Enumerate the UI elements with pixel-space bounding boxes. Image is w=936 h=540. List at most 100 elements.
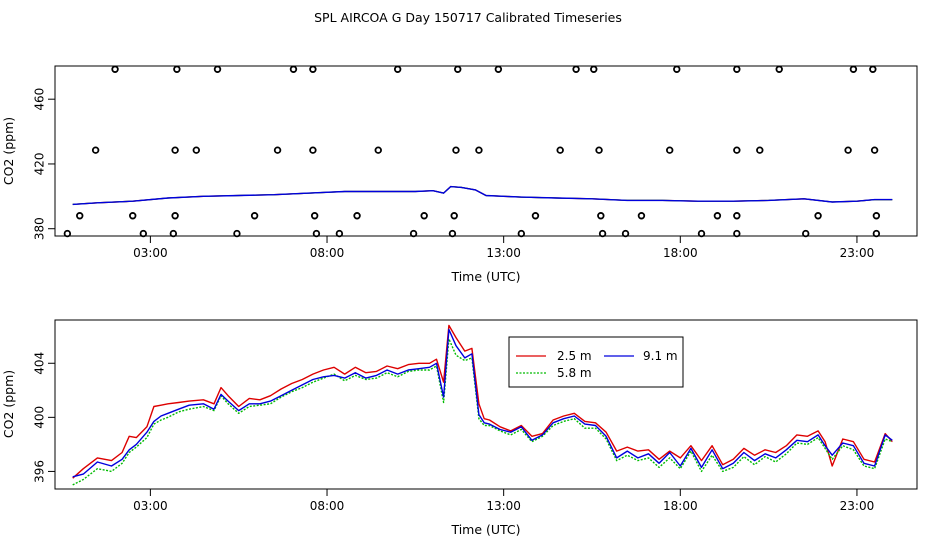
series-9-1m <box>72 328 893 478</box>
bottom-series-lines <box>72 324 893 486</box>
outlier-point <box>572 65 580 73</box>
outlier-point <box>309 146 317 154</box>
outlier-point <box>169 229 178 238</box>
outlier-point <box>844 146 852 154</box>
top-x-tick-label: 08:00 <box>310 246 345 260</box>
outlier-point <box>353 212 361 220</box>
outlier-point <box>590 65 598 73</box>
outlier-point <box>598 229 607 238</box>
bottom-x-tick-label: 13:00 <box>486 499 521 513</box>
outlier-point <box>666 146 674 154</box>
bottom-y-tick-label: 396 <box>33 460 47 483</box>
outlier-point <box>139 229 148 238</box>
outlier-point <box>393 65 402 73</box>
outlier-point <box>273 146 282 154</box>
top-series-2-5m <box>72 185 893 206</box>
outlier-point <box>597 212 605 220</box>
top-x-tick-label: 18:00 <box>663 246 698 260</box>
top-y-axis-label: CO2 (ppm) <box>1 117 16 185</box>
outlier-point <box>673 65 681 73</box>
outlier-point <box>756 146 764 154</box>
bottom-y-tick-label: 400 <box>33 406 47 429</box>
series-2-5m <box>72 324 893 479</box>
top-outlier-points <box>63 65 881 238</box>
outlier-point <box>531 212 540 220</box>
bottom-plot-box <box>54 319 918 490</box>
outlier-point <box>91 146 100 154</box>
series-5-8m <box>72 338 893 486</box>
outlier-point <box>802 229 810 238</box>
top-x-axis: 03:00 08:00 13:00 18:00 23:00 <box>133 236 874 260</box>
top-x-tick-label: 03:00 <box>133 246 168 260</box>
outlier-point <box>517 229 526 238</box>
outlier-point <box>556 146 564 154</box>
outlier-point <box>733 229 741 238</box>
outlier-point <box>733 212 741 220</box>
outlier-point <box>870 146 879 154</box>
top-x-tick-label: 13:00 <box>486 246 521 260</box>
outlier-point <box>814 212 822 220</box>
outlier-point <box>420 212 428 220</box>
outlier-point <box>173 65 181 73</box>
outlier-point <box>450 212 458 220</box>
top-y-tick-label: 380 <box>33 217 47 240</box>
outlier-point <box>775 65 783 73</box>
outlier-point <box>171 212 179 220</box>
top-series-5-8m <box>72 185 893 205</box>
top-series-line <box>72 185 893 206</box>
outlier-point <box>637 212 646 220</box>
legend-label-5-8m: 5.8 m <box>557 366 592 380</box>
outlier-point <box>452 146 460 154</box>
outlier-point <box>697 229 706 238</box>
bottom-x-axis: 03:00 08:00 13:00 18:00 23:00 <box>133 489 874 513</box>
outlier-point <box>111 65 119 73</box>
top-series-9-1m <box>72 185 893 206</box>
outlier-point <box>872 229 881 238</box>
outlier-point <box>63 229 72 238</box>
outlier-point <box>713 212 722 220</box>
top-y-axis: 380 420 460 <box>33 88 55 240</box>
outlier-point <box>192 146 201 154</box>
figure-title: SPL AIRCOA G Day 150717 Calibrated Times… <box>314 10 622 25</box>
legend-box <box>508 336 684 388</box>
bottom-panel: 03:00 08:00 13:00 18:00 23:00 396 400 404 Time… <box>1 319 918 537</box>
top-x-axis-label: Time (UTC) <box>450 269 520 284</box>
outlier-point <box>213 65 222 73</box>
outlier-point <box>374 146 382 154</box>
legend-label-2-5m: 2.5 m <box>557 349 592 363</box>
outlier-point <box>494 65 503 73</box>
top-y-tick-label: 460 <box>33 88 47 111</box>
top-y-tick-label: 420 <box>33 152 47 175</box>
top-panel: 03:00 08:00 13:00 18:00 23:00 380 420 460 Time… <box>1 65 918 284</box>
outlier-point <box>289 65 298 73</box>
bottom-x-tick-label: 23:00 <box>840 499 875 513</box>
outlier-point <box>733 146 741 154</box>
top-plot-box <box>54 65 918 237</box>
outlier-point <box>595 146 603 154</box>
outlier-point <box>621 229 630 238</box>
bottom-x-tick-label: 08:00 <box>310 499 345 513</box>
outlier-point <box>129 212 137 220</box>
outlier-point <box>335 229 344 238</box>
outlier-point <box>233 229 241 238</box>
outlier-point <box>733 65 741 73</box>
legend: 2.5 m 5.8 m 9.1 m <box>508 336 684 388</box>
outlier-point <box>448 229 457 238</box>
top-x-tick-label: 23:00 <box>840 246 875 260</box>
outlier-point <box>309 65 317 73</box>
outlier-point <box>409 229 418 238</box>
outlier-point <box>171 146 179 154</box>
outlier-point <box>872 212 881 220</box>
legend-label-9-1m: 9.1 m <box>643 349 678 363</box>
outlier-point <box>76 212 84 220</box>
outlier-point <box>312 229 321 238</box>
outlier-point <box>869 65 877 73</box>
bottom-x-axis-label: Time (UTC) <box>450 522 520 537</box>
bottom-y-axis-label: CO2 (ppm) <box>1 370 16 438</box>
outlier-point <box>250 212 259 220</box>
bottom-x-tick-label: 03:00 <box>133 499 168 513</box>
outlier-point <box>475 146 483 154</box>
bottom-x-tick-label: 18:00 <box>663 499 698 513</box>
bottom-y-tick-label: 404 <box>33 352 47 375</box>
